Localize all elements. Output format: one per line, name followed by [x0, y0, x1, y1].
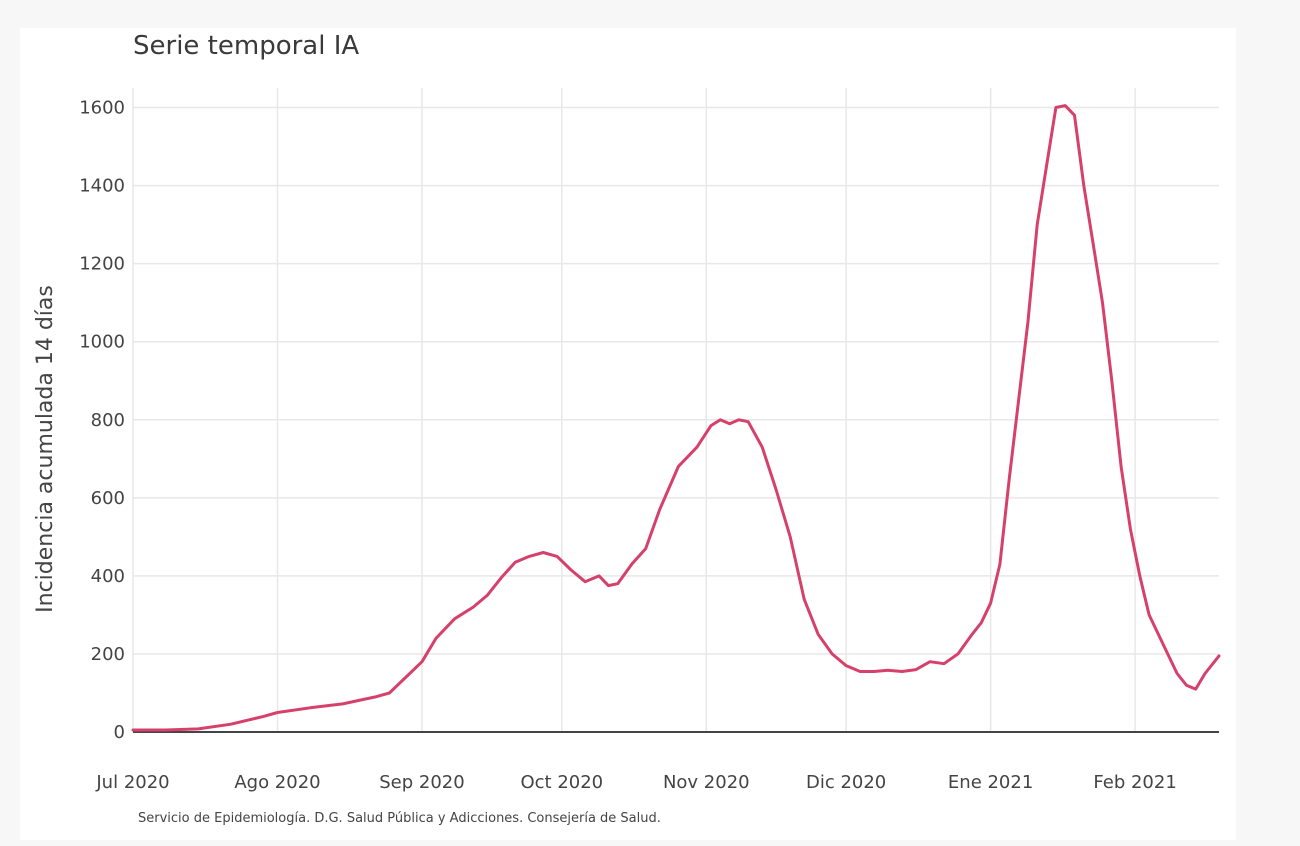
x-tick-label: Dic 2020	[806, 772, 886, 793]
y-axis-ticks: 0 200 400 600 800 1000 1200 1400 1600	[79, 98, 125, 743]
y-tick-label: 800	[91, 410, 125, 431]
x-tick-label: Nov 2020	[663, 772, 750, 793]
chart-card: Serie temporal IA 0 200 400 600 800 1000 1200 1…	[20, 28, 1236, 840]
grid	[132, 88, 1219, 732]
source-note: Servicio de Epidemiología. D.G. Salud Pú…	[138, 811, 661, 826]
line-chart: Serie temporal IA 0 200 400 600 800 1000 1200 1…	[33, 31, 1221, 826]
series-line	[131, 104, 1221, 732]
chart-title: Serie temporal IA	[133, 31, 359, 61]
x-tick-label: Sep 2020	[379, 772, 464, 793]
x-tick-label: Oct 2020	[520, 772, 603, 793]
x-tick-label: Feb 2021	[1093, 772, 1176, 793]
y-tick-label: 1600	[79, 98, 125, 119]
x-tick-label: Jul 2020	[95, 772, 169, 793]
y-tick-label: 0	[114, 722, 125, 743]
y-tick-label: 1200	[79, 254, 125, 275]
y-tick-label: 600	[91, 488, 125, 509]
x-tick-label: Ago 2020	[234, 772, 320, 793]
x-tick-label: Ene 2021	[948, 772, 1033, 793]
y-axis-title: Incidencia acumulada 14 días	[33, 285, 58, 613]
y-tick-label: 200	[91, 644, 125, 665]
x-axis-ticks: Jul 2020 Ago 2020 Sep 2020 Oct 2020 Nov 2020…	[95, 772, 1176, 793]
y-tick-label: 1000	[79, 332, 125, 353]
y-tick-label: 400	[91, 566, 125, 587]
y-tick-label: 1400	[79, 176, 125, 197]
